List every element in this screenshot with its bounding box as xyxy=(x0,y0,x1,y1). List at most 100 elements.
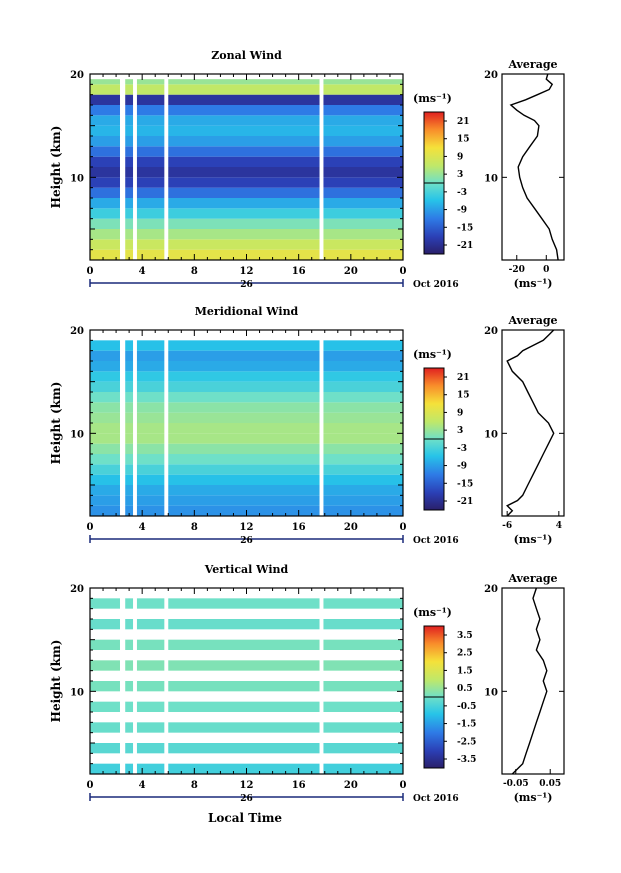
heatmap-band xyxy=(90,495,403,506)
heatmap-band xyxy=(90,412,403,423)
heatmap-band xyxy=(90,423,403,434)
x-tick-label: 4 xyxy=(139,780,146,791)
panel-title: Zonal Wind xyxy=(211,49,282,62)
average-x-label: (ms⁻¹) xyxy=(514,533,553,546)
colorbar-tick-label: 2.5 xyxy=(457,649,473,659)
date-month-label: Oct 2016 xyxy=(413,536,459,546)
colorbar-tick-label: -21 xyxy=(457,497,473,507)
average-y-tick-label: 10 xyxy=(484,429,498,440)
average-y-tick-label: 10 xyxy=(484,687,498,698)
y-tick-label: 20 xyxy=(70,326,84,337)
colorbar-tick-label: -15 xyxy=(457,223,473,233)
colorbar-tick-label: -3 xyxy=(457,188,467,198)
average-x-label: (ms⁻¹) xyxy=(514,277,553,290)
average-frame xyxy=(501,329,565,517)
average-x-tick-label: -6 xyxy=(502,521,512,531)
date-month-label: Oct 2016 xyxy=(413,280,459,290)
average-title: Average xyxy=(507,314,557,327)
x-tick-label: 8 xyxy=(191,780,198,791)
colorbar-tick-label: -2.5 xyxy=(457,737,476,747)
heatmap-band xyxy=(90,208,403,219)
panel-vertical-wind: Vertical Wind 0 4 8 12 16 20 0 20 10 Height (km) 26… xyxy=(49,563,565,804)
heatmap-band xyxy=(90,402,403,413)
average-x-tick-label: 4 xyxy=(556,521,562,531)
heatmap-band xyxy=(90,371,403,382)
data-gap xyxy=(164,74,169,260)
heatmap-field xyxy=(90,74,403,260)
heatmap-band xyxy=(90,350,403,361)
average-title: Average xyxy=(507,58,557,71)
x-tick-label: 20 xyxy=(344,266,358,277)
average-y-tick-label: 20 xyxy=(484,70,498,81)
heatmap-band xyxy=(90,381,403,392)
average-frame xyxy=(501,73,565,261)
heatmap-band xyxy=(90,115,403,126)
x-tick-label: 8 xyxy=(191,522,198,533)
colorbar-unit: (ms⁻¹) xyxy=(413,348,452,361)
panel-meridional-wind: Meridional Wind 0 4 8 12 16 20 0 20 10 Height (km)… xyxy=(49,305,565,546)
average-x-tick-label: -0.05 xyxy=(503,779,529,789)
x-tick-label: 12 xyxy=(240,266,254,277)
colorbar-tick-label: 9 xyxy=(457,408,463,418)
heatmap-band xyxy=(90,443,403,454)
colorbar-tick-label: 9 xyxy=(457,152,463,162)
heatmap-band xyxy=(90,639,403,650)
data-gap xyxy=(164,330,169,516)
colorbar-tick-label: -21 xyxy=(457,241,473,251)
heatmap-band xyxy=(90,485,403,496)
data-gap xyxy=(133,74,137,260)
heatmap-band xyxy=(90,660,403,671)
data-gap xyxy=(119,588,126,774)
heatmap-band xyxy=(90,598,403,609)
average-x-tick-label: -20 xyxy=(509,265,525,275)
heatmap-band xyxy=(90,474,403,485)
average-x-label: (ms⁻¹) xyxy=(514,791,553,804)
x-tick-label: 0 xyxy=(400,266,407,277)
date-day-label: 26 xyxy=(240,794,253,804)
x-tick-label: 8 xyxy=(191,266,198,277)
x-tick-label: 0 xyxy=(87,522,94,533)
colorbar-tick-label: 3 xyxy=(457,426,463,436)
y-tick-label: 20 xyxy=(70,584,84,595)
heatmap-band xyxy=(90,619,403,630)
data-gap xyxy=(119,74,126,260)
data-gap xyxy=(164,588,169,774)
data-gap xyxy=(319,74,324,260)
panel-zonal-wind: Zonal Wind 0 4 8 12 16 20 0 20 10 Height (km) 26 Oct… xyxy=(49,49,565,290)
heatmap-band xyxy=(90,84,403,95)
colorbar-tick-label: 21 xyxy=(457,117,470,127)
heatmap-band xyxy=(90,187,403,198)
heatmap-band xyxy=(90,361,403,372)
x-tick-label: 0 xyxy=(400,522,407,533)
colorbar-tick-label: 0.5 xyxy=(457,684,473,694)
average-x-tick-label: 0 xyxy=(543,265,549,275)
x-tick-label: 0 xyxy=(400,780,407,791)
heatmap-band xyxy=(90,464,403,475)
average-profile-panel: Average 20 10 -0.05 0.05 (ms⁻¹) xyxy=(484,572,565,804)
x-tick-label: 20 xyxy=(344,522,358,533)
data-gap xyxy=(319,588,324,774)
y-tick-label: 10 xyxy=(70,429,84,440)
colorbar-tick-label: -3 xyxy=(457,444,467,454)
colorbar-tick-label: 3 xyxy=(457,170,463,180)
date-day-label: 26 xyxy=(240,536,253,546)
average-profile-panel: Average 20 10 -20 0 (ms⁻¹) xyxy=(484,58,565,290)
average-profile-line xyxy=(506,329,555,517)
heatmap-field xyxy=(90,330,403,516)
heatmap-band xyxy=(90,340,403,351)
panel-title: Meridional Wind xyxy=(195,305,299,318)
data-gap xyxy=(133,588,137,774)
heatmap-band xyxy=(90,136,403,147)
x-tick-label: 0 xyxy=(87,780,94,791)
y-axis-label: Height (km) xyxy=(49,640,63,723)
colorbar-tick-label: -3.5 xyxy=(457,755,476,765)
y-axis-label: Height (km) xyxy=(49,126,63,209)
heatmap-band xyxy=(90,105,403,116)
colorbar-tick-label: 15 xyxy=(457,391,470,401)
data-gap xyxy=(133,330,137,516)
heatmap-band xyxy=(90,392,403,403)
x-tick-label: 16 xyxy=(292,266,306,277)
heatmap-band xyxy=(90,239,403,250)
average-profile-line xyxy=(509,73,559,261)
heatmap-band xyxy=(90,701,403,712)
